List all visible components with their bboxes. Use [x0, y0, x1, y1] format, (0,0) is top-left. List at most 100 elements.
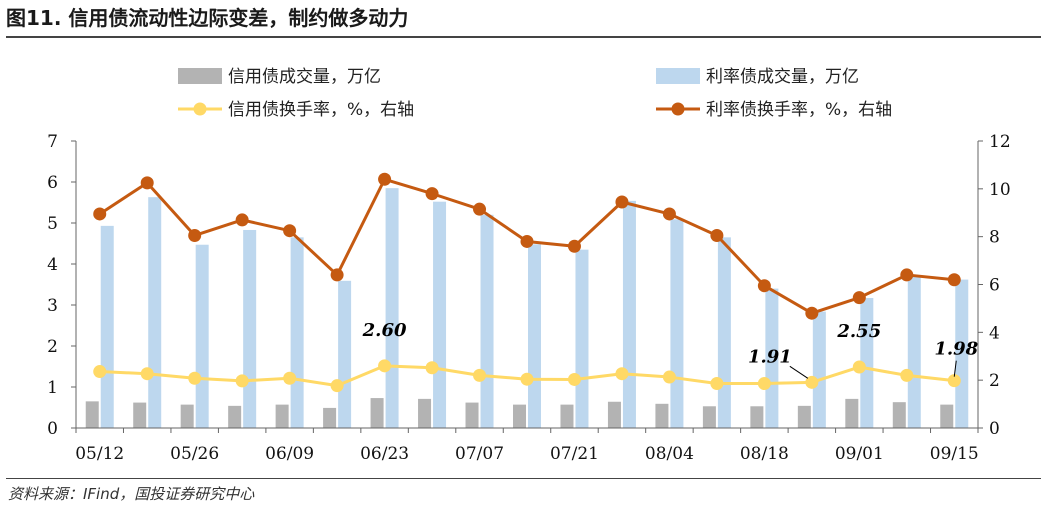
y-left-tick-label: 2	[47, 337, 58, 357]
x-tick-label: 08/04	[645, 444, 694, 464]
y-right-tick-label: 4	[989, 323, 1000, 343]
rate-volume-bar	[717, 237, 731, 428]
rate-volume-bar	[433, 201, 447, 428]
rate-turnover-point	[900, 268, 914, 282]
rate-turnover-point	[93, 207, 107, 221]
legend-swatch-marker	[193, 102, 207, 116]
x-tick-label: 06/09	[265, 444, 314, 464]
data-label: 1.98	[934, 339, 978, 360]
data-label: 2.55	[836, 321, 881, 342]
line-layer	[93, 172, 961, 393]
x-tick-label: 05/12	[75, 444, 124, 464]
rate-volume-bar	[575, 249, 589, 428]
rate-turnover-point	[473, 202, 487, 216]
rate-volume-bar	[243, 229, 257, 428]
y-left-tick-label: 4	[47, 255, 58, 275]
credit-volume-bar	[702, 406, 716, 428]
rate-volume-bar	[290, 237, 304, 428]
rate-turnover-point	[757, 279, 771, 293]
rate-turnover-point	[615, 195, 629, 209]
credit-turnover-point	[615, 367, 629, 381]
rate-volume-bar	[338, 280, 352, 428]
rate-turnover-point	[567, 239, 581, 253]
rate-turnover-point	[710, 228, 724, 242]
rate-turnover-point	[947, 273, 961, 287]
x-tick-label: 09/01	[835, 444, 884, 464]
credit-turnover-point	[188, 371, 202, 385]
credit-turnover-point	[235, 374, 249, 388]
rate-volume-bar	[195, 244, 209, 428]
y-right-tick-label: 6	[989, 276, 1000, 296]
credit-turnover-point	[140, 367, 154, 381]
credit-turnover-point	[93, 365, 107, 379]
legend-swatch-bar	[178, 68, 222, 84]
credit-volume-bar	[750, 406, 764, 428]
y-left-tick-label: 0	[47, 419, 58, 439]
y-right-tick-label: 0	[989, 419, 1000, 439]
figure-title: 图11. 信用债流动性边际变差，制约做多动力	[6, 6, 409, 30]
x-tick-label: 05/26	[170, 444, 219, 464]
source-note: 资料来源：IFind，国投证券研究中心	[8, 485, 255, 503]
credit-volume-bar	[370, 398, 384, 428]
data-label: 1.91	[748, 346, 792, 367]
x-tick-label: 09/15	[930, 444, 979, 464]
x-tick-label: 07/07	[455, 444, 504, 464]
rate-volume-bar	[385, 188, 399, 428]
rate-volume-bar	[528, 244, 541, 428]
rate-volume-bar	[480, 214, 494, 428]
data-label-leader	[953, 360, 957, 377]
credit-volume-bar	[180, 404, 194, 428]
credit-volume-bar	[513, 404, 526, 428]
footer-divider	[6, 478, 1041, 479]
rate-turnover-point	[235, 213, 249, 227]
credit-turnover-point	[425, 361, 439, 375]
rate-turnover-point	[852, 291, 866, 305]
credit-turnover-point	[283, 371, 297, 385]
credit-volume-bar	[940, 404, 954, 428]
legend-label: 利率债成交量，万亿	[706, 67, 859, 87]
title-divider	[6, 36, 1041, 38]
credit-turnover-point	[710, 377, 724, 391]
credit-volume-bar	[85, 401, 99, 428]
rate-turnover-point	[188, 228, 202, 242]
credit-volume-bar	[133, 402, 147, 428]
legend-swatch-marker	[671, 102, 685, 116]
credit-turnover-point	[805, 375, 819, 389]
credit-volume-bar	[655, 403, 669, 428]
rate-volume-bar	[860, 298, 874, 428]
credit-volume-bar	[323, 407, 337, 428]
credit-volume-bar	[418, 398, 432, 428]
y-left-tick-label: 6	[47, 173, 58, 193]
credit-turnover-point	[900, 368, 914, 382]
credit-turnover-point	[520, 372, 534, 386]
legend-label: 信用债换手率，%，右轴	[228, 100, 414, 120]
rate-turnover-point	[330, 268, 344, 282]
rate-volume-bar	[148, 197, 162, 428]
rate-turnover-point	[140, 176, 154, 190]
rate-turnover-point	[425, 187, 439, 201]
y-right-tick-label: 10	[989, 180, 1011, 200]
y-left-tick-label: 7	[47, 132, 58, 152]
y-right-tick-label: 12	[989, 132, 1011, 152]
credit-volume-bar	[465, 402, 479, 428]
data-label-leader	[789, 365, 809, 379]
y-left-tick-label: 5	[47, 214, 58, 234]
rate-volume-bar	[670, 219, 684, 428]
bar-layer	[85, 188, 969, 428]
y-right-tick-label: 8	[989, 228, 1000, 248]
y-left-tick-label: 3	[47, 296, 58, 316]
credit-volume-bar	[797, 405, 811, 428]
rate-volume-bar	[100, 225, 114, 428]
rate-turnover-point	[520, 234, 534, 248]
y-left-tick-label: 1	[47, 378, 58, 398]
credit-turnover-point	[567, 372, 581, 386]
credit-turnover-point	[757, 377, 771, 391]
credit-turnover-point	[852, 360, 866, 374]
credit-volume-bar	[560, 404, 574, 428]
rate-volume-bar	[765, 288, 779, 428]
legend-swatch-bar	[656, 68, 700, 84]
credit-volume-bar	[845, 398, 859, 428]
